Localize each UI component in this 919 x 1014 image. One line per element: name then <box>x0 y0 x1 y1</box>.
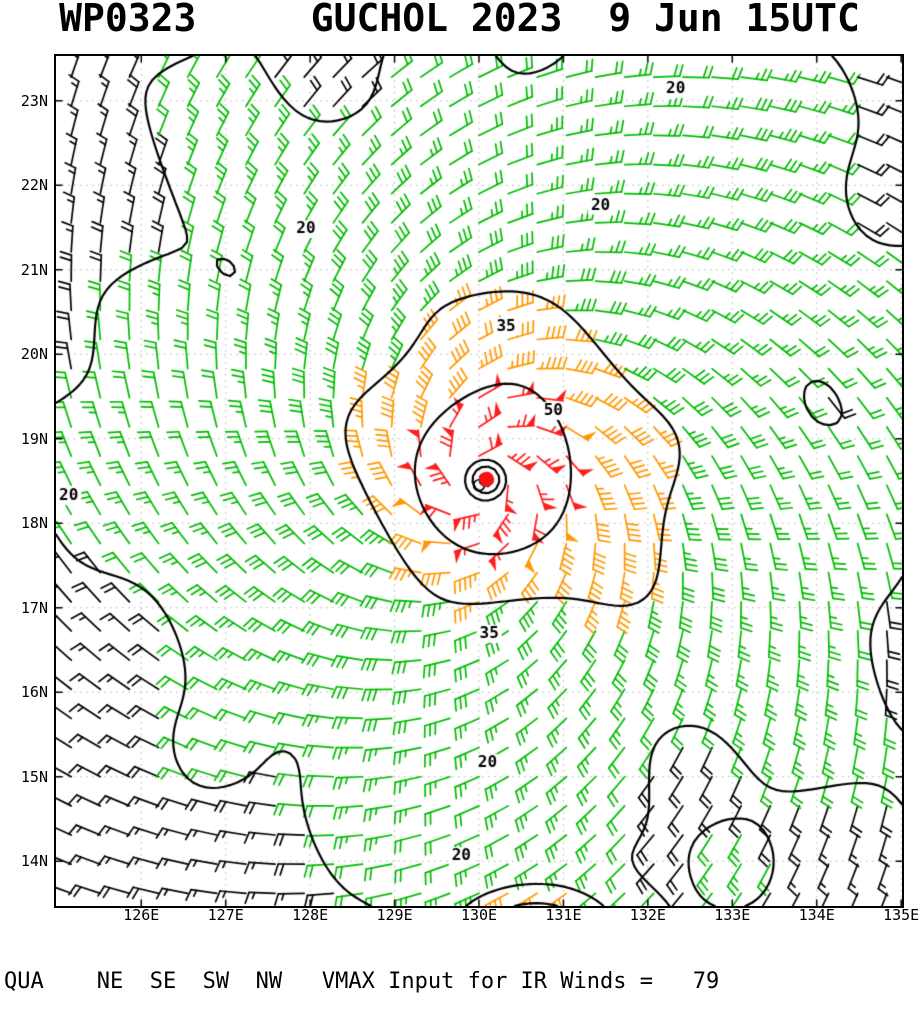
lat-tick-label: 17N <box>20 598 48 617</box>
lon-tick-label: 130E <box>460 906 498 924</box>
lon-tick-label: 128E <box>292 906 329 924</box>
plot-title: WP0323 GUCHOL 2023 9 Jun 15UTC <box>59 0 860 40</box>
lon-tick-label: 133E <box>714 906 751 924</box>
lat-tick-label: 14N <box>20 852 48 871</box>
quadrant-header-line: QUA NE SE SW NW VMAX Input for IR Winds … <box>4 969 720 994</box>
lon-tick-label: 126E <box>123 906 160 924</box>
lat-tick-label: 16N <box>20 683 48 702</box>
lon-tick-label: 134E <box>798 906 835 924</box>
lat-tick-label: 19N <box>20 429 48 448</box>
lon-tick-label: 131E <box>545 906 582 924</box>
lat-tick-label: 18N <box>20 514 48 533</box>
lon-tick-label: 132E <box>629 906 666 924</box>
lat-tick-label: 20N <box>20 345 48 364</box>
lat-tick-label: 23N <box>20 91 48 110</box>
lon-tick-label: 127E <box>207 906 244 924</box>
map-canvas <box>54 54 904 908</box>
lat-tick-label: 15N <box>20 767 48 786</box>
lon-tick-label: 135E <box>883 906 919 924</box>
stats-block: QUA NE SE SW NW VMAX Input for IR Winds … <box>4 924 812 1014</box>
lat-tick-label: 21N <box>20 260 48 279</box>
lon-tick-label: 129E <box>376 906 413 924</box>
lat-tick-label: 22N <box>20 176 48 195</box>
